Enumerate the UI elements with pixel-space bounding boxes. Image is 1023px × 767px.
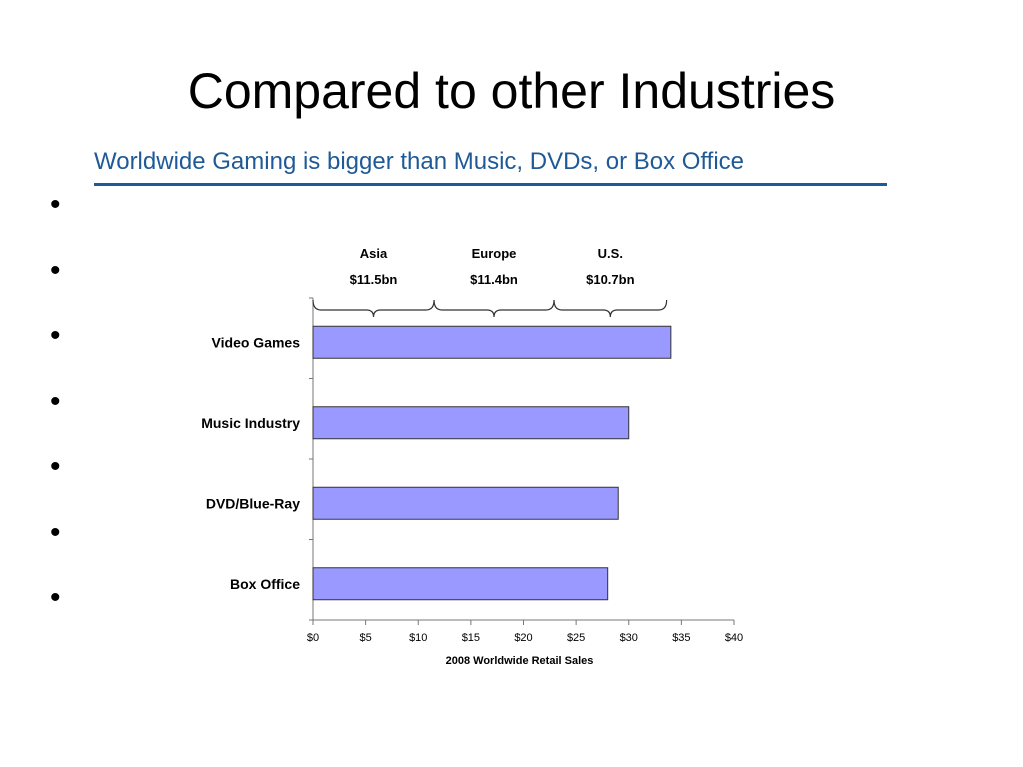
x-tick-label: $40 — [725, 632, 743, 644]
region-label: Asia — [360, 246, 388, 261]
region-brace — [553, 299, 668, 318]
bar — [312, 486, 619, 520]
bullet-point: • — [50, 450, 61, 483]
bar — [312, 567, 609, 601]
x-tick-label: $10 — [409, 632, 427, 644]
slide-title: Compared to other Industries — [187, 63, 836, 119]
bullet-point: • — [50, 319, 61, 352]
region-value-label: $11.4bn — [470, 272, 518, 287]
x-tick-label: $5 — [360, 632, 372, 644]
bullet-point: • — [50, 188, 61, 221]
bullet-point: • — [50, 253, 61, 287]
x-tick-label: $35 — [672, 632, 690, 644]
region-brace — [433, 299, 555, 318]
chart-subtitle: Worldwide Gaming is bigger than Music, D… — [94, 148, 745, 175]
y-category-label: DVD/Blue-Ray — [206, 495, 300, 511]
region-value-label: $11.5bn — [350, 272, 398, 287]
x-tick-label: $15 — [462, 632, 480, 644]
bar — [312, 406, 630, 440]
x-tick-label: $30 — [620, 632, 638, 644]
region-label: Europe — [472, 246, 517, 261]
region-value-label: $10.7bn — [586, 272, 634, 287]
region-brace — [312, 299, 435, 318]
y-category-label: Box Office — [230, 576, 300, 592]
bar — [312, 325, 672, 359]
y-category-label: Music Industry — [201, 415, 300, 431]
x-tick-label: $20 — [514, 632, 532, 644]
bullet-point: • — [50, 384, 61, 418]
y-category-label: Video Games — [212, 334, 301, 350]
region-label: U.S. — [598, 246, 623, 261]
bullet-point: • — [50, 581, 61, 614]
subtitle-underline — [94, 183, 887, 186]
x-axis-label: 2008 Worldwide Retail Sales — [446, 655, 594, 667]
x-tick-label: $0 — [307, 632, 319, 644]
bullet-point: • — [50, 515, 61, 549]
x-tick-label: $25 — [567, 632, 585, 644]
